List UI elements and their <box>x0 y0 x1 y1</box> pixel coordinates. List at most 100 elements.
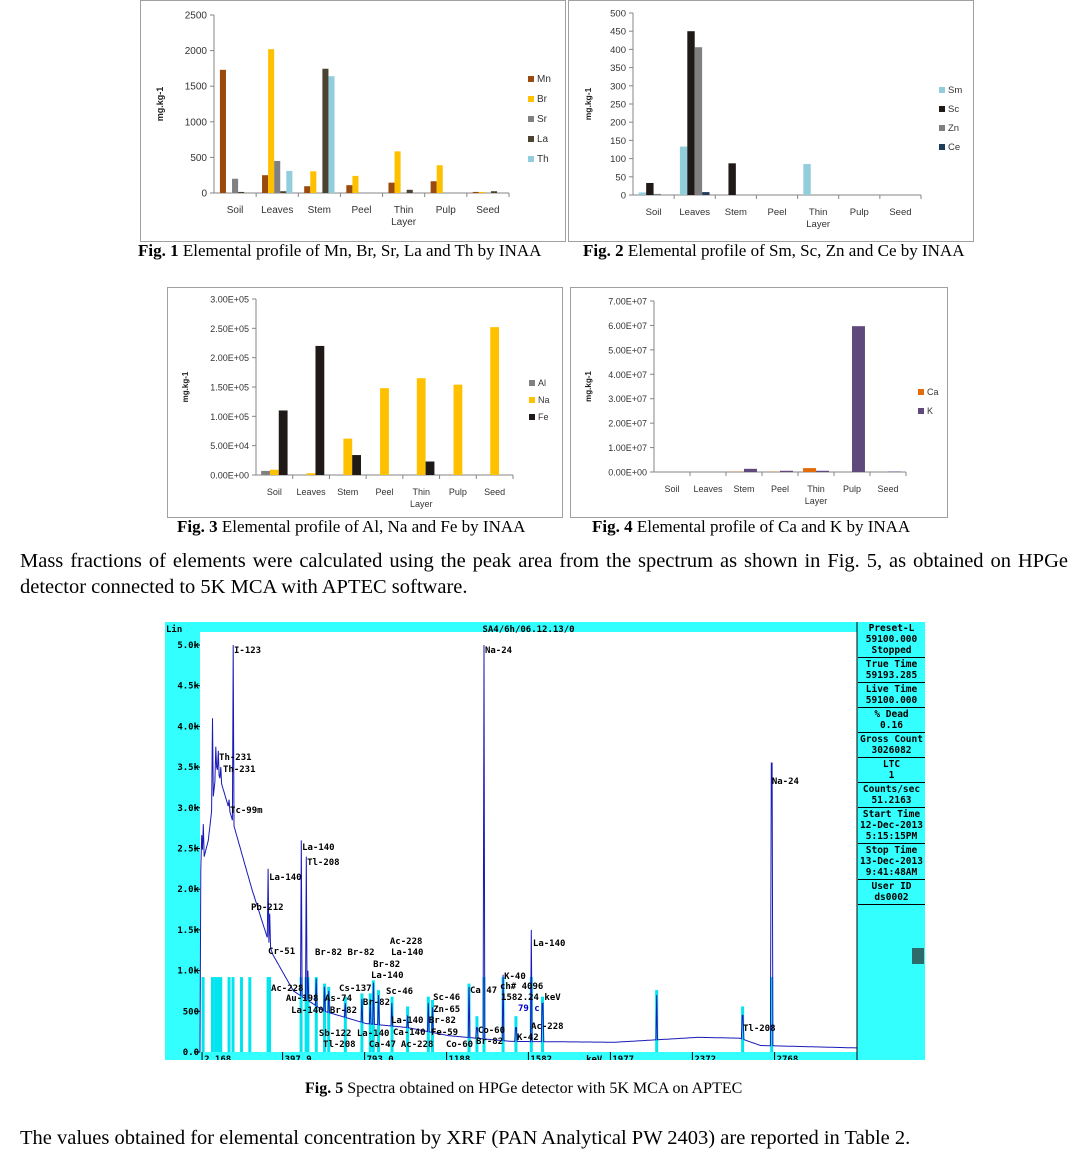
peak-label: Tc-99m <box>230 806 263 816</box>
peak-label: Ac-228 <box>271 984 304 994</box>
y-tick-label: 400 <box>610 45 626 56</box>
y-tick-label: 500 <box>190 153 207 164</box>
acquisition-info-panel: Preset-L 59100.000 Stopped True Time 59193.2… <box>858 622 925 905</box>
peak-fill <box>430 999 434 1052</box>
y-tick-label: 300 <box>610 81 626 92</box>
peak-fill <box>541 996 545 1052</box>
info-block: Live Time 59100.000 <box>858 683 925 708</box>
body-paragraph: Mass fractions of elements were calculat… <box>20 550 1068 598</box>
info-label: Counts/sec <box>862 784 921 795</box>
info-label: True Time <box>865 659 918 670</box>
y-axis-label: mg.kg-1 <box>155 87 165 122</box>
spectrum-line <box>199 644 857 1053</box>
bar-la <box>280 191 287 193</box>
bar-la <box>322 68 329 193</box>
peak-label: Cs-137 <box>339 984 372 994</box>
bar-mn <box>304 186 311 193</box>
peak-fill <box>741 1006 745 1052</box>
peak-fill <box>343 996 347 1052</box>
y-tick-label: 0 <box>201 189 207 200</box>
body-paragraph: The values obtained for elemental concen… <box>20 1127 911 1149</box>
peak-fill <box>299 977 303 1052</box>
peak-label: Br-82 Br-82 <box>315 948 375 958</box>
y-axis-label: mg.kg-1 <box>583 87 593 120</box>
info-block: % Dead 0.16 <box>858 708 925 733</box>
peak-label: Na-24 <box>772 777 800 787</box>
bar-k <box>852 326 865 472</box>
legend-swatch-mn <box>528 76 534 82</box>
info-value: 3026082 <box>871 745 912 756</box>
y-tick-label: 3.00E+07 <box>608 394 647 404</box>
bar-mn <box>388 182 395 193</box>
info-block: Start Time 12-Dec-2013 5:15:15PM <box>858 808 925 844</box>
info-block: True Time 59193.285 <box>858 658 925 683</box>
x-tick-label: Thin <box>809 207 827 218</box>
peak-label: Br-82 <box>330 1006 357 1016</box>
legend-label: Sr <box>537 114 548 125</box>
figure-3-caption: Fig. 3 Elemental profile of Al, Na and F… <box>177 517 525 537</box>
y-tick-label: 5.0k <box>177 641 199 651</box>
legend-swatch-la <box>528 136 534 142</box>
legend-swatch-sr <box>528 116 534 122</box>
info-value: 59100.000 <box>865 634 918 645</box>
info-label: Start Time <box>862 809 921 820</box>
bar-sr <box>232 178 239 193</box>
info-value: 12-Dec-2013 <box>860 820 923 831</box>
bar-ce <box>702 192 710 195</box>
bar-th <box>286 170 293 193</box>
caption-text: Elemental profile of Al, Na and Fe by IN… <box>217 517 526 536</box>
info-label: Gross Count <box>860 734 923 745</box>
info-extra: Stopped <box>871 645 912 656</box>
bar-k <box>744 468 757 472</box>
peak-fill <box>231 977 235 1052</box>
x-tick-label: 1977. <box>612 1055 639 1060</box>
bar-mn <box>346 185 353 193</box>
x-tick-label: 2.168 <box>204 1055 231 1060</box>
info-label: User ID <box>871 881 912 892</box>
y-tick-label: 1.0k <box>177 967 199 977</box>
bar-na <box>343 438 353 475</box>
y-tick-label: 1000 <box>185 117 208 128</box>
peak-fill <box>210 977 214 1052</box>
caption-text: Elemental profile of Ca and K by INAA <box>632 517 911 536</box>
peak-fill <box>314 977 318 1052</box>
x-tick-label: Peel <box>351 205 371 216</box>
peak-label: Th-231 <box>219 753 252 763</box>
legend-label: Ca <box>927 387 939 397</box>
bar-la <box>490 191 498 193</box>
x-tick-label: Layer <box>806 219 830 230</box>
peak-fill <box>368 993 372 1052</box>
info-value: 13-Dec-2013 <box>860 856 923 867</box>
peak-fill <box>501 977 505 1052</box>
x-tick-label: Leaves <box>261 205 293 216</box>
y-tick-label: 2.00E+05 <box>210 353 249 363</box>
peak-fill <box>201 977 205 1052</box>
peak-label: Fe-59 <box>431 1028 458 1038</box>
x-tick-label: Thin <box>807 484 825 494</box>
legend-label: Zn <box>948 123 959 134</box>
peak-label: La-140 <box>357 1029 390 1039</box>
x-tick-label: Pulp <box>436 205 456 216</box>
x-tick-label: 2768. <box>777 1055 804 1060</box>
figure-number: Fig. 2 <box>583 241 624 260</box>
info-label: Preset-L <box>868 623 915 634</box>
x-tick-label: Pulp <box>449 487 467 497</box>
figure-1-chart: 0 500 1000 1500 2000 2500 mg.kg-1 Soil Leaves Ste… <box>140 0 566 242</box>
bar-na <box>269 469 279 475</box>
y-tick-label: 4.00E+07 <box>608 370 647 380</box>
info-value: 51.2163 <box>871 795 912 806</box>
x-tick-label: Leaves <box>679 207 710 218</box>
info-label: Stop Time <box>865 845 918 856</box>
legend-swatch-na <box>529 397 535 403</box>
y-axis-label: mg.kg-1 <box>181 371 190 402</box>
x-tick-label: Seed <box>476 205 499 216</box>
bar-mn <box>219 69 226 193</box>
legend-label: Ce <box>948 142 960 153</box>
figure-2-chart: 0 50 100 150 200 250 300 350 400 450 500 mg.kg-1 Soi… <box>568 0 974 242</box>
bar-br <box>352 175 359 193</box>
y-tick-label: 100 <box>610 154 626 165</box>
peak-label: Co-60 <box>446 1040 473 1050</box>
info-value: 0.16 <box>880 720 903 731</box>
bar-na <box>306 473 316 475</box>
y-tick-label: 2500 <box>185 11 208 22</box>
